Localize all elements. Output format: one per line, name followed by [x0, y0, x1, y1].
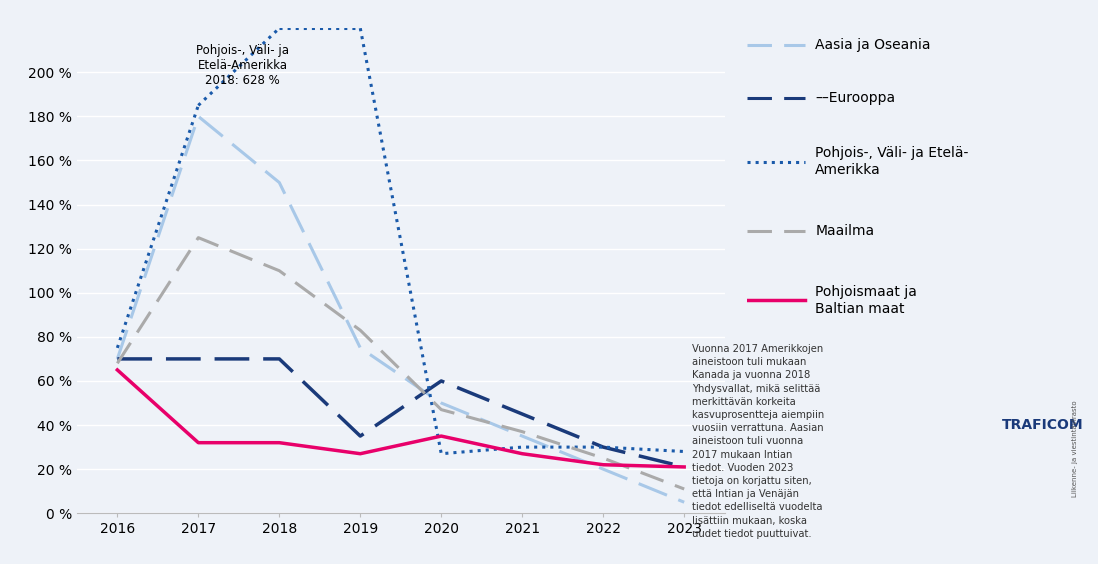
- Text: ––Eurooppa: ––Eurooppa: [815, 91, 895, 105]
- Text: Pohjois-, Väli- ja
Etelä-Amerikka
2018: 628 %: Pohjois-, Väli- ja Etelä-Amerikka 2018: …: [197, 43, 290, 87]
- Text: Pohjois-, Väli- ja Etelä-
Amerikka: Pohjois-, Väli- ja Etelä- Amerikka: [815, 147, 968, 177]
- Text: Pohjoismaat ja
Baltian maat: Pohjoismaat ja Baltian maat: [815, 285, 917, 316]
- Text: Liikenne- ja viestintävirasto: Liikenne- ja viestintävirasto: [1072, 400, 1078, 497]
- Text: TRAFICOM: TRAFICOM: [1002, 418, 1084, 431]
- Text: Vuonna 2017 Amerikkojen
aineistoon tuli mukaan
Kanada ja vuonna 2018
Yhdysvallat: Vuonna 2017 Amerikkojen aineistoon tuli …: [692, 344, 824, 539]
- Text: Maailma: Maailma: [815, 224, 874, 238]
- Text: Aasia ja Oseania: Aasia ja Oseania: [815, 38, 931, 52]
